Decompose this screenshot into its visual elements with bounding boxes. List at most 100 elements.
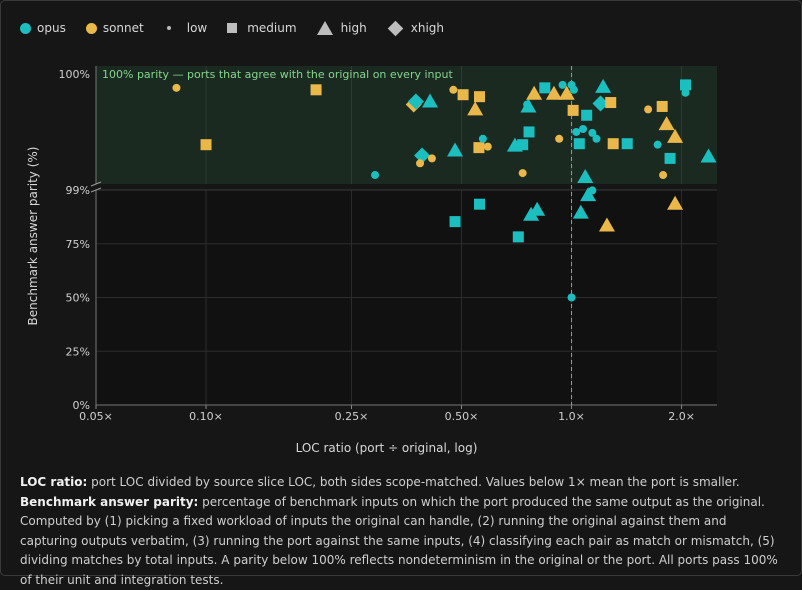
opus-high-point — [572, 204, 589, 219]
x-tick-label: 0.10× — [189, 410, 223, 423]
x-tick-label: 1.0× — [558, 410, 585, 423]
legend-label: low — [186, 21, 208, 35]
sonnet-high-point — [558, 85, 575, 100]
caption: LOC ratio: port LOC divided by source sl… — [20, 473, 782, 590]
opus-low-point — [653, 140, 662, 149]
opus-low-point — [588, 186, 597, 195]
axis-break — [90, 181, 102, 187]
opus-high-point — [529, 201, 546, 216]
sonnet-high-point — [667, 195, 684, 210]
opus-low-point — [592, 134, 601, 143]
opus-high-point — [595, 78, 612, 93]
sonnet-low-point — [172, 83, 181, 92]
sonnet-low-point — [518, 169, 527, 178]
legend-label: opus — [37, 21, 66, 35]
opus-low-point — [478, 134, 487, 143]
caption-term-loc: LOC ratio: — [20, 475, 88, 489]
sonnet-high-point — [598, 217, 615, 232]
legend-label: sonnet — [102, 21, 144, 35]
opus-low-point — [681, 88, 690, 97]
sonnet-medium-point — [200, 139, 212, 151]
y-tick-label: 75% — [66, 238, 90, 251]
legend-item-sonnet[interactable]: sonnet — [85, 21, 144, 35]
triangle-icon — [316, 21, 333, 35]
circle-icon — [20, 22, 31, 34]
opus-medium-point — [474, 198, 486, 210]
small-dot-icon — [166, 26, 171, 30]
legend-label: medium — [247, 21, 297, 35]
opus-high-point — [580, 187, 597, 202]
y-tick-label: 99% — [66, 184, 90, 197]
opus-low-point — [579, 125, 588, 133]
opus-xhigh-point — [592, 95, 609, 112]
y-axis-label: Benchmark answer parity (%) — [26, 147, 40, 326]
opus-xhigh-point — [407, 93, 424, 110]
opus-medium-point — [449, 216, 461, 228]
opus-low-point — [588, 128, 597, 137]
legend-item-xhigh[interactable]: xhigh — [387, 20, 444, 36]
x-axis-label: LOC ratio (port ÷ original, log) — [296, 441, 478, 455]
sonnet-medium-point — [656, 100, 668, 112]
opus-low-point — [523, 100, 532, 109]
legend: opus sonnet low medium high xhigh — [20, 19, 464, 37]
scatter-chart: 0.05× 0.10× 0.25× 0.50× 1.0× 2.0× 0% 25% 50% 75% 9… — [26, 66, 717, 455]
opus-high-point — [577, 169, 594, 184]
legend-item-opus[interactable]: opus — [20, 21, 66, 35]
opus-medium-point — [581, 109, 593, 121]
legend-label: xhigh — [410, 21, 444, 35]
opus-low-point — [371, 171, 380, 180]
sonnet-high-point — [667, 128, 684, 143]
legend-label: high — [340, 21, 367, 35]
opus-medium-point — [573, 138, 585, 150]
y-tick-label: 25% — [66, 345, 90, 358]
band-label: 100% parity — ports that agree with the … — [102, 68, 453, 81]
opus-medium-point — [517, 139, 529, 151]
x-tick-label: 0.50× — [445, 410, 479, 423]
sonnet-high-point — [467, 101, 484, 116]
x-tick-label: 0.05× — [79, 410, 113, 423]
axis-break — [90, 187, 102, 193]
sonnet-low-point — [427, 154, 436, 163]
circle-icon — [85, 22, 97, 34]
legend-item-medium[interactable]: medium — [227, 21, 297, 35]
sonnet-medium-point — [607, 138, 619, 150]
y-tick-label: 100% — [59, 68, 90, 81]
opus-low-point — [558, 80, 567, 89]
opus-medium-point — [523, 126, 535, 138]
x-tick-label: 0.25× — [335, 410, 369, 423]
opus-medium-point — [664, 152, 676, 164]
sonnet-high-point — [526, 85, 543, 100]
opus-low-point — [567, 293, 576, 302]
opus-low-point — [569, 85, 578, 94]
legend-item-high[interactable]: high — [316, 21, 367, 35]
sonnet-low-point — [483, 142, 492, 151]
sonnet-medium-point — [474, 91, 486, 103]
y-tick-label: 50% — [66, 292, 90, 305]
sonnet-low-point — [449, 85, 458, 94]
sonnet-medium-point — [457, 89, 469, 101]
sonnet-low-point — [555, 134, 564, 143]
caption-term-parity: Benchmark answer parity: — [20, 494, 199, 509]
square-icon — [227, 23, 238, 33]
sonnet-high-point — [545, 85, 562, 100]
sonnet-high-point — [658, 116, 675, 131]
opus-high-point — [422, 93, 439, 108]
sonnet-medium-point — [473, 142, 485, 154]
sonnet-low-point — [416, 159, 425, 168]
parity-100-band — [96, 66, 717, 184]
opus-high-point — [700, 148, 717, 163]
legend-item-low[interactable]: low — [164, 21, 208, 35]
sonnet-medium-point — [310, 84, 322, 96]
opus-xhigh-point — [414, 147, 431, 164]
caption-text-loc: port LOC divided by source slice LOC, bo… — [91, 475, 740, 489]
opus-medium-point — [512, 231, 524, 243]
opus-medium-point — [539, 82, 551, 94]
y-tick-label: 0% — [73, 399, 90, 412]
sonnet-medium-point — [605, 97, 617, 109]
x-tick-label: 2.0× — [668, 410, 695, 423]
opus-low-point — [572, 127, 581, 136]
opus-medium-point — [679, 79, 691, 91]
sonnet-low-point — [659, 171, 668, 180]
caption-text-parity: percentage of benchmark inputs on which … — [20, 494, 778, 587]
opus-high-point — [447, 142, 464, 157]
